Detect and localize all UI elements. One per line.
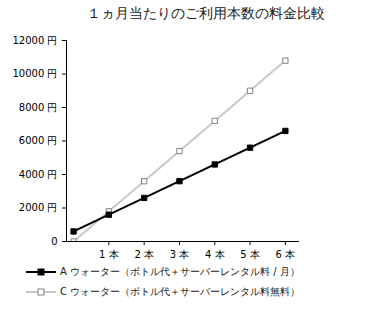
- html-text:A ウォーター（ボトル代＋サーバーレンタル料 / 月）: A ウォーター（ボトル代＋サーバーレンタル料 / 月）: [60, 266, 300, 277]
- svg-text:12000 円: 12000 円: [13, 35, 58, 46]
- svg-text:4000 円: 4000 円: [19, 169, 58, 180]
- svg-text:5 本: 5 本: [240, 249, 260, 260]
- svg-text:6000 円: 6000 円: [19, 135, 58, 146]
- svg-text:6 本: 6 本: [276, 249, 296, 260]
- svg-text:8000 円: 8000 円: [19, 102, 58, 113]
- svg-text:2000 円: 2000 円: [19, 202, 58, 213]
- svg-text:0: 0: [51, 236, 57, 247]
- svg-text:4 本: 4 本: [205, 249, 225, 260]
- svg-text:3 本: 3 本: [170, 249, 190, 260]
- svg-text:2 本: 2 本: [134, 249, 154, 260]
- html-text:１ヵ月当たりのご利用本数の料金比較: １ヵ月当たりのご利用本数の料金比較: [86, 5, 325, 21]
- svg-text:10000 円: 10000 円: [13, 68, 58, 79]
- html-text:C ウォーター（ボトル代＋サーバーレンタル料無料）: C ウォーター（ボトル代＋サーバーレンタル料無料）: [60, 286, 301, 297]
- svg-text:1 本: 1 本: [99, 249, 119, 260]
